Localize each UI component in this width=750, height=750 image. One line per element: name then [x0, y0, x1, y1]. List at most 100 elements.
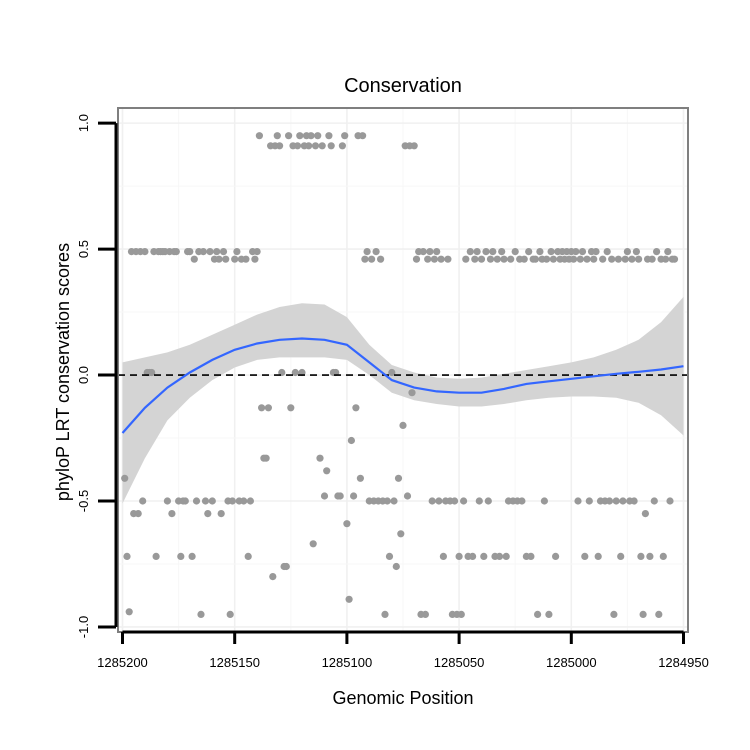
data-point — [585, 497, 593, 505]
data-point — [307, 132, 315, 140]
data-point — [469, 552, 477, 561]
data-point — [439, 552, 447, 561]
data-point — [192, 497, 201, 505]
data-point — [518, 497, 526, 505]
data-point — [662, 255, 670, 263]
data-point — [197, 610, 205, 619]
data-point — [455, 552, 463, 561]
data-point — [188, 552, 196, 561]
data-point — [368, 255, 376, 263]
data-point — [293, 142, 302, 150]
data-point — [572, 248, 580, 256]
smooth-line — [121, 337, 684, 434]
confidence-band — [122, 296, 684, 504]
data-point — [457, 610, 465, 619]
data-point — [121, 474, 129, 482]
data-point — [610, 610, 618, 619]
data-point — [219, 248, 228, 256]
data-point — [655, 610, 663, 619]
data-point — [309, 540, 317, 548]
data-point — [498, 248, 506, 256]
data-point — [475, 497, 483, 505]
data-point — [623, 248, 632, 256]
data-point — [628, 255, 636, 263]
data-point — [430, 255, 438, 263]
data-point — [471, 255, 479, 263]
data-point — [282, 562, 290, 571]
data-point — [639, 610, 647, 619]
data-point — [392, 562, 400, 571]
data-point — [489, 248, 497, 256]
data-point — [612, 497, 620, 505]
data-point — [356, 474, 364, 482]
data-point — [614, 255, 623, 263]
data-point — [163, 497, 171, 505]
data-point — [336, 492, 344, 500]
data-point — [222, 255, 230, 263]
data-point — [424, 255, 432, 263]
data-point — [206, 248, 214, 256]
y-axis-title: phyloP LRT conservation scores — [53, 243, 73, 501]
data-point — [646, 552, 654, 561]
data-point — [264, 404, 272, 412]
data-point — [345, 595, 353, 603]
data-point — [201, 497, 210, 505]
data-point — [141, 248, 149, 256]
data-point — [327, 142, 335, 150]
data-point — [172, 248, 180, 256]
data-point — [316, 454, 324, 462]
data-point — [123, 552, 131, 561]
data-point — [670, 255, 679, 263]
data-point — [480, 552, 488, 561]
data-point — [199, 248, 207, 256]
y-tick-label: 0.5 — [76, 240, 91, 258]
data-point — [619, 497, 627, 505]
data-point — [520, 255, 528, 263]
data-point — [262, 454, 270, 462]
data-point — [666, 497, 674, 505]
data-point — [383, 497, 391, 505]
data-point — [650, 497, 658, 505]
data-point — [305, 142, 313, 150]
data-point — [325, 132, 333, 140]
data-point — [599, 255, 607, 263]
data-point — [168, 509, 176, 518]
data-point — [549, 255, 558, 263]
data-point — [318, 142, 326, 150]
data-point — [525, 248, 533, 256]
data-point — [403, 492, 412, 500]
data-point — [534, 610, 542, 619]
data-point — [421, 610, 429, 619]
data-point — [125, 608, 133, 616]
data-point — [641, 509, 650, 518]
y-axis-ticks: -1.0 -0.5 0.0 0.5 1.0 — [76, 114, 118, 638]
data-point — [314, 132, 322, 140]
y-tick-label: -1.0 — [76, 616, 91, 638]
data-point — [397, 530, 405, 538]
data-point — [352, 404, 360, 412]
data-point — [495, 552, 504, 561]
data-point — [139, 497, 147, 505]
data-point — [583, 255, 591, 263]
data-point — [527, 552, 535, 561]
data-point — [242, 255, 250, 263]
x-tick-label: 1284950 — [658, 655, 709, 670]
data-point — [408, 389, 416, 397]
data-point — [208, 497, 216, 505]
data-point — [134, 509, 142, 518]
data-point — [244, 552, 252, 561]
data-point — [482, 248, 490, 256]
data-point — [484, 497, 492, 505]
data-point — [502, 552, 510, 561]
data-point — [233, 248, 241, 256]
data-point — [547, 248, 555, 256]
data-point — [552, 552, 560, 561]
data-point — [543, 255, 551, 263]
data-point — [287, 404, 295, 412]
data-point — [637, 552, 645, 561]
data-point — [444, 255, 452, 263]
data-point — [659, 552, 667, 561]
x-tick-label: 1285100 — [322, 655, 373, 670]
data-point — [433, 248, 441, 256]
